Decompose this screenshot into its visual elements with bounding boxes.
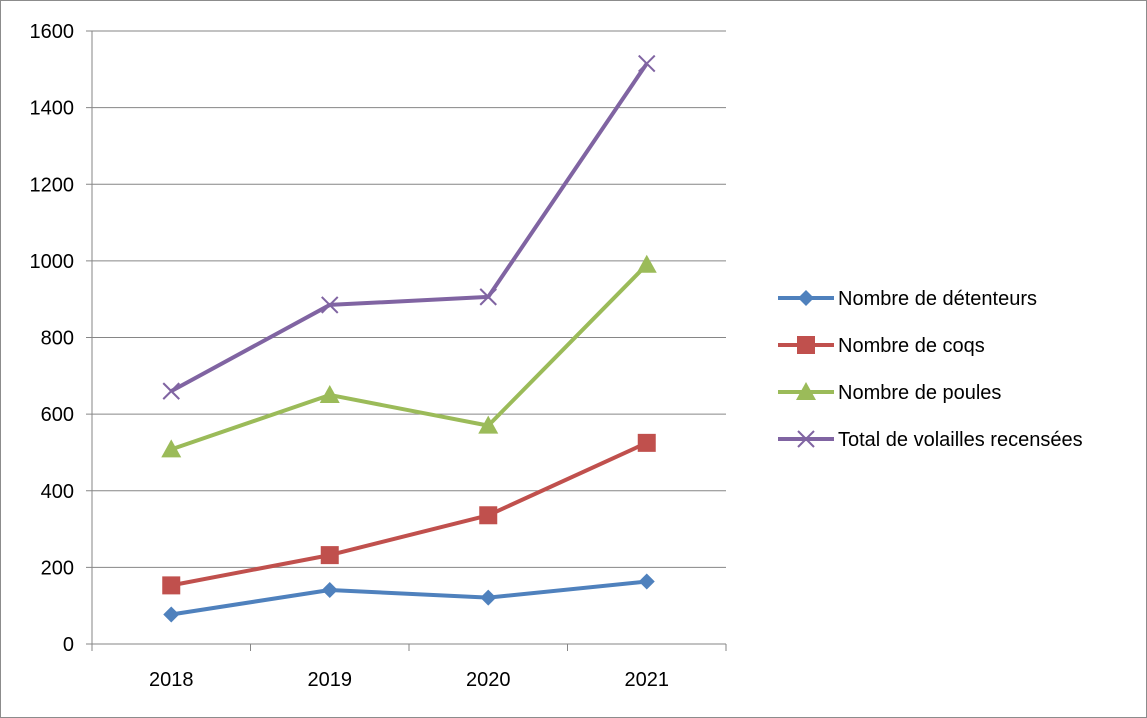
x-marker-stroke — [321, 296, 339, 314]
y-tick-label: 1200 — [30, 174, 75, 196]
legend-label: Nombre de détenteurs — [838, 288, 1037, 310]
data-point — [637, 433, 656, 452]
series-line — [170, 62, 649, 393]
legend-swatch-marker — [797, 336, 815, 354]
y-tick-label: 600 — [41, 404, 74, 426]
data-point — [162, 382, 180, 400]
legend-label: Total de volailles recensées — [838, 429, 1083, 451]
y-tick-label: 0 — [63, 634, 74, 656]
data-point — [636, 254, 657, 273]
x-marker-stroke — [797, 430, 815, 448]
legend-swatch-marker — [797, 430, 815, 448]
data-point — [320, 546, 339, 565]
y-tick-label: 1600 — [30, 21, 75, 43]
data-point — [321, 581, 338, 598]
data-point — [479, 506, 498, 525]
data-point — [638, 573, 655, 590]
y-axis-ticks: 0 200 400 600 800 1000 1200 1400 1600 — [30, 21, 92, 656]
legend-item: Nombre de coqs — [778, 335, 985, 357]
data-point — [161, 439, 182, 458]
data-point — [638, 54, 656, 73]
x-tick-label: 2020 — [466, 669, 511, 691]
series-1 — [163, 573, 655, 623]
data-point — [480, 589, 497, 606]
series-4 — [162, 54, 656, 400]
series-lines — [161, 54, 657, 623]
legend-item: Total de volailles recensées — [778, 429, 1083, 451]
data-point — [321, 296, 339, 314]
series-3 — [161, 254, 657, 458]
series-line — [170, 263, 649, 452]
legend-label: Nombre de coqs — [838, 335, 985, 357]
x-tick-label: 2018 — [149, 669, 194, 691]
legend-label: Nombre de poules — [838, 382, 1001, 404]
y-tick-label: 1400 — [30, 98, 75, 120]
legend-swatch-marker — [798, 290, 814, 306]
series-line — [170, 441, 648, 588]
legend-item: Nombre de détenteurs — [778, 288, 1037, 310]
data-point — [319, 384, 340, 403]
gridlines — [92, 30, 726, 568]
x-marker-stroke — [638, 54, 656, 73]
x-tick-label: 2021 — [625, 669, 670, 691]
data-point — [478, 415, 499, 434]
y-tick-label: 800 — [41, 328, 74, 350]
legend-item: Nombre de poules — [778, 382, 1001, 404]
y-tick-label: 200 — [41, 557, 74, 579]
series-line — [170, 579, 647, 617]
data-point — [162, 576, 181, 595]
series-2 — [162, 433, 656, 595]
y-tick-label: 1000 — [30, 251, 75, 273]
legend: Nombre de détenteurs Nombre de coqs Nombre… — [778, 288, 1083, 451]
x-marker-stroke — [162, 382, 180, 400]
legend-swatch-marker — [796, 382, 816, 400]
data-point — [163, 606, 180, 623]
x-marker-stroke — [479, 288, 497, 306]
x-axis-ticks: 2018 2019 2020 2021 — [91, 644, 727, 691]
x-tick-label: 2019 — [308, 669, 353, 691]
y-tick-label: 400 — [41, 481, 74, 503]
data-point — [479, 288, 497, 306]
